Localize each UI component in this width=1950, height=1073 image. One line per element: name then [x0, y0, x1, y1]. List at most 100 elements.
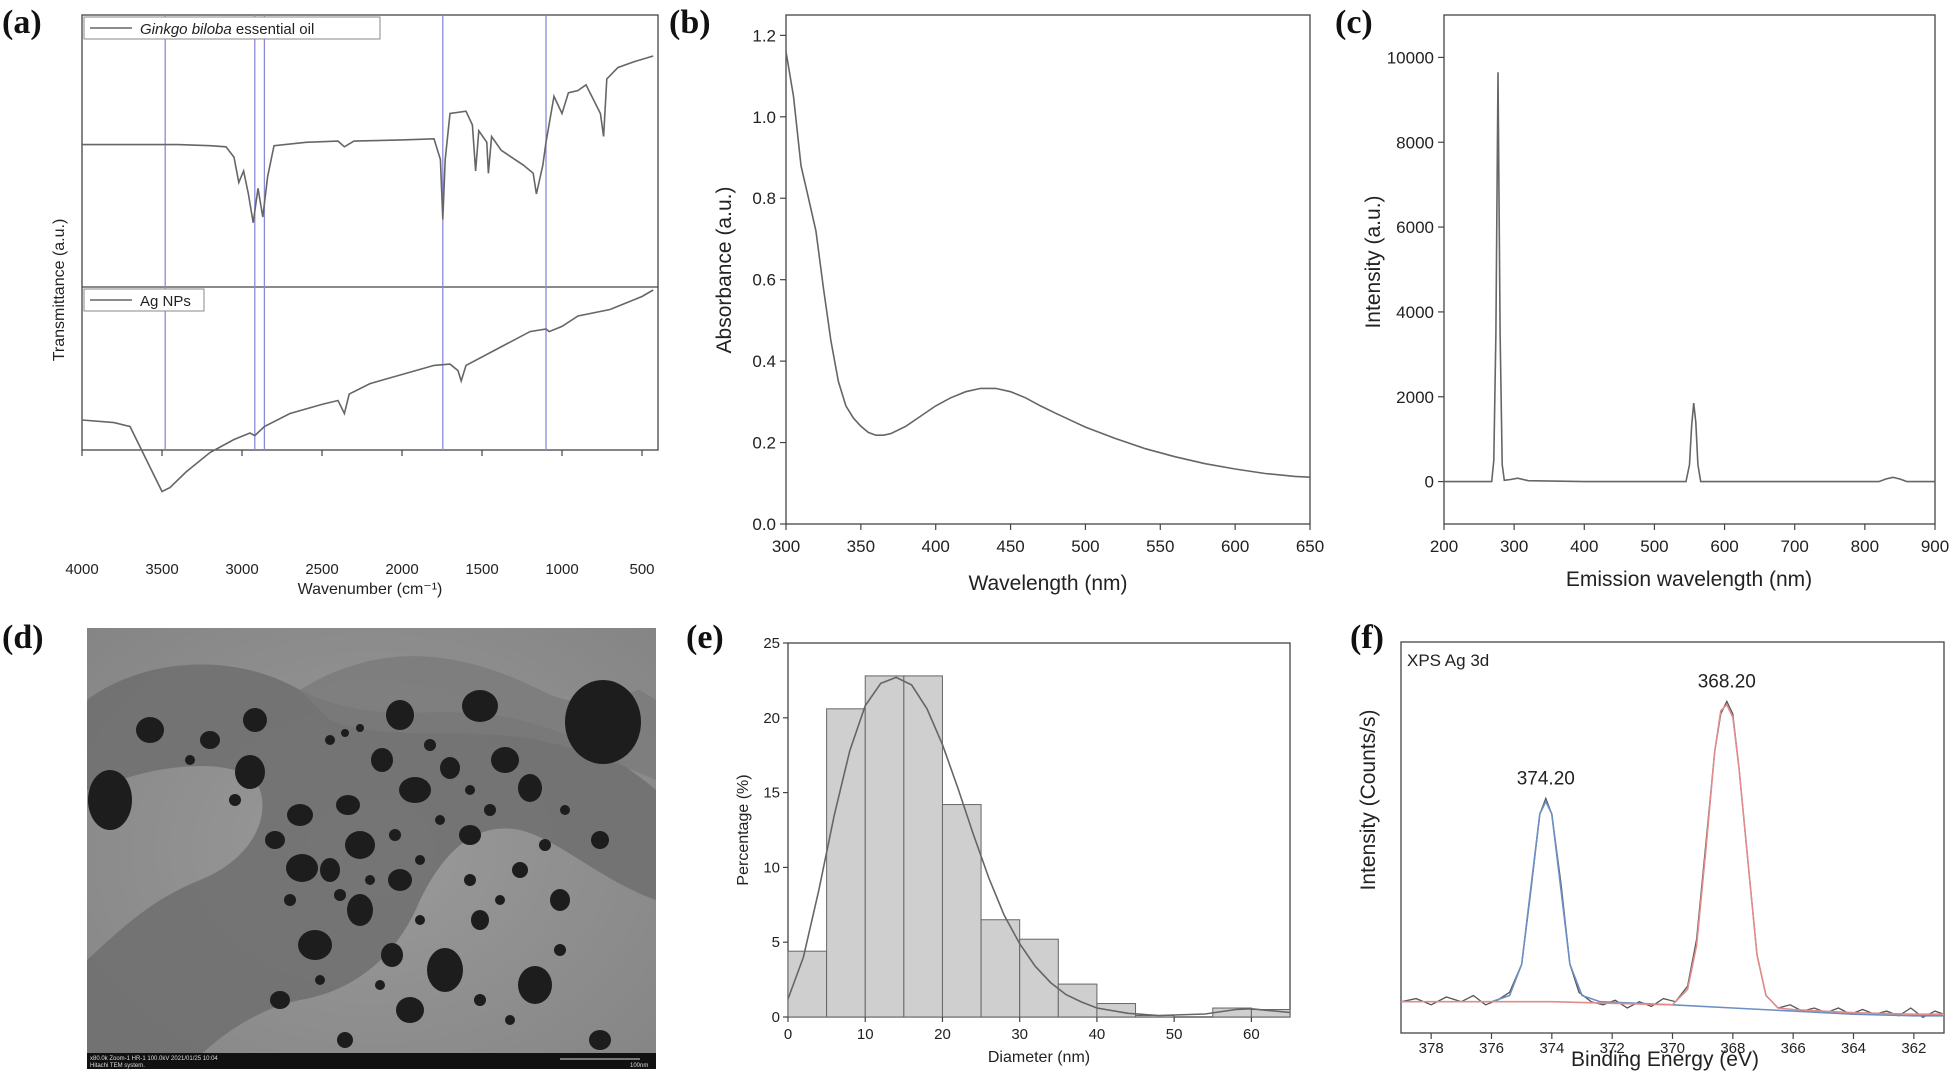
tem-caption-2: Hitachi TEM system.	[90, 1063, 145, 1069]
histogram-bar	[941, 804, 982, 1018]
xps-x-tick-label: 378	[1419, 1040, 1444, 1057]
xps-x-label: Binding Energy (eV)	[1571, 1048, 1759, 1071]
uvvis-x-label: Wavelength (nm)	[968, 572, 1127, 595]
ftir-x-tick-label: 1000	[545, 561, 578, 578]
panel-label-d: (d)	[2, 619, 44, 656]
ftir-x-label: Wavenumber (cm⁻¹)	[298, 581, 443, 598]
panel-label-a: (a)	[2, 4, 42, 41]
emission-x-label: Emission wavelength (nm)	[1566, 568, 1812, 591]
histogram-y-label: Percentage (%)	[735, 774, 752, 885]
ftir-legend-ag: Ag NPs	[83, 288, 205, 312]
ftir-x-tick-label: 2500	[305, 561, 338, 578]
emission-y-tick-label: 8000	[1396, 133, 1434, 152]
xps-fit-374	[1491, 799, 1944, 1017]
ftir-x-tick-label: 1500	[465, 561, 498, 578]
xps-x-axis: 378 376 374 372 370 368 366 364 362	[1419, 1033, 1926, 1057]
ftir-x-tick-label: 2000	[385, 561, 418, 578]
xps-peak-labels: 374.20 368.20	[1517, 671, 1756, 789]
emission-x-tick-label: 200	[1430, 537, 1458, 556]
ftir-x-axis: 4000 3500 3000 2500 2000 1500 1000 500	[65, 450, 655, 578]
ftir-chart: Ginkgo biloba essential oil Ag NPs 4000 3…	[51, 14, 659, 598]
emission-x-tick-label: 900	[1921, 537, 1949, 556]
panel-label-f: (f)	[1350, 619, 1384, 656]
tem-caption-1: x80.0k Zoom-1 HR-1 100.0kV 2021/01/25 10…	[90, 1056, 218, 1062]
uvvis-chart: 300 350 400 450 500 550 600 650 0.0 0.2 0.4 0.6 0.8 1…	[713, 14, 1324, 595]
ftir-frame	[81, 14, 659, 451]
uvvis-x-tick-label: 650	[1296, 537, 1324, 556]
xps-y-label: Intensity (Counts/s)	[1357, 710, 1380, 891]
ftir-series-ag-nps	[81, 289, 654, 493]
histogram-y-tick-label: 25	[763, 635, 780, 652]
tem-particles	[88, 680, 641, 1050]
uvvis-y-tick-label: 1.0	[752, 108, 776, 127]
emission-x-tick-label: 500	[1640, 537, 1668, 556]
uvvis-frame	[785, 14, 1311, 525]
legend-box-oil	[83, 16, 381, 40]
uvvis-y-label: Absorbance (a.u.)	[713, 187, 736, 354]
xps-x-tick-label: 364	[1841, 1040, 1866, 1057]
histogram-y-tick-label: 0	[772, 1009, 780, 1026]
histogram-fit-curve	[787, 676, 1291, 1017]
ftir-reference-lines	[164, 15, 547, 450]
uvvis-x-tick-label: 400	[922, 537, 950, 556]
ftir-x-tick-label: 3000	[225, 561, 258, 578]
uvvis-axes: 300 350 400 450 500 550 600 650 0.0 0.2 0.4 0.6 0.8 1…	[752, 26, 1324, 556]
ftir-y-label: Transmittance (a.u.)	[51, 219, 68, 362]
uvvis-x-tick-label: 600	[1221, 537, 1249, 556]
tem-scale-label: 100nm	[630, 1063, 648, 1069]
panel-label-e: (e)	[686, 619, 724, 656]
xps-x-tick-label: 368	[1720, 1040, 1745, 1057]
emission-x-tick-label: 400	[1570, 537, 1598, 556]
size-histogram: 0 10 20 30 40 50 60 0 5 10 15 20 25 Diameter (nm) Pe…	[735, 635, 1291, 1066]
ftir-x-tick-label: 4000	[65, 561, 98, 578]
uvvis-y-tick-label: 0.4	[752, 352, 776, 371]
tem-micrograph: x80.0k Zoom-1 HR-1 100.0kV 2021/01/25 10…	[87, 628, 656, 1069]
emission-x-tick-label: 300	[1500, 537, 1528, 556]
xps-peak-label: 368.20	[1698, 671, 1756, 692]
histogram-x-tick-label: 0	[784, 1026, 792, 1043]
legend-italic: Ginkgo biloba	[140, 21, 232, 38]
emission-y-tick-label: 10000	[1387, 48, 1434, 67]
uvvis-x-tick-label: 300	[772, 537, 800, 556]
emission-y-tick-label: 2000	[1396, 388, 1434, 407]
ftir-x-tick-label: 500	[629, 561, 654, 578]
panel-label-b: (b)	[669, 4, 711, 41]
histogram-bar	[864, 675, 905, 1018]
panel-label-c: (c)	[1335, 4, 1373, 41]
histogram-x-tick-label: 10	[857, 1026, 874, 1043]
histogram-bar	[787, 950, 828, 1018]
xps-x-tick-label: 370	[1660, 1040, 1685, 1057]
uvvis-x-tick-label: 500	[1071, 537, 1099, 556]
histogram-bar	[1096, 1003, 1137, 1018]
emission-curve	[1444, 72, 1935, 483]
histogram-bar	[903, 675, 943, 1018]
ftir-series-ginkgo-oil	[82, 55, 654, 223]
emission-y-label: Intensity (a.u.)	[1362, 195, 1385, 328]
uvvis-absorbance-curve	[785, 51, 1311, 478]
legend-label-oil: Ginkgo biloba essential oil	[140, 21, 314, 38]
legend-label-ag: Ag NPs	[140, 293, 191, 310]
ftir-x-tick-label: 3500	[145, 561, 178, 578]
histogram-y-tick-label: 5	[772, 934, 780, 951]
histogram-axes: 0 10 20 30 40 50 60 0 5 10 15 20 25	[763, 635, 1259, 1043]
xps-peak-label: 374.20	[1517, 768, 1575, 789]
legend-box-ag	[83, 288, 205, 312]
histogram-bar	[1250, 1009, 1291, 1018]
histogram-x-tick-label: 40	[1089, 1026, 1106, 1043]
histogram-x-label: Diameter (nm)	[988, 1049, 1090, 1066]
emission-chart: 200 300 400 500 600 700 800 900 0 2000 4000 6000 800…	[1362, 14, 1949, 591]
xps-raw-spectrum	[1400, 699, 1945, 1019]
emission-x-tick-label: 800	[1851, 537, 1879, 556]
xps-x-tick-label: 372	[1600, 1040, 1625, 1057]
histogram-x-tick-label: 20	[934, 1026, 951, 1043]
uvvis-x-tick-label: 350	[847, 537, 875, 556]
histogram-y-tick-label: 15	[763, 785, 780, 802]
uvvis-y-tick-label: 0.0	[752, 515, 776, 534]
histogram-bars	[787, 675, 1291, 1018]
xps-frame	[1400, 641, 1945, 1034]
xps-fit-368	[1401, 703, 1944, 1015]
xps-x-tick-label: 374	[1539, 1040, 1564, 1057]
histogram-x-tick-label: 60	[1243, 1026, 1260, 1043]
histogram-x-tick-label: 50	[1166, 1026, 1183, 1043]
